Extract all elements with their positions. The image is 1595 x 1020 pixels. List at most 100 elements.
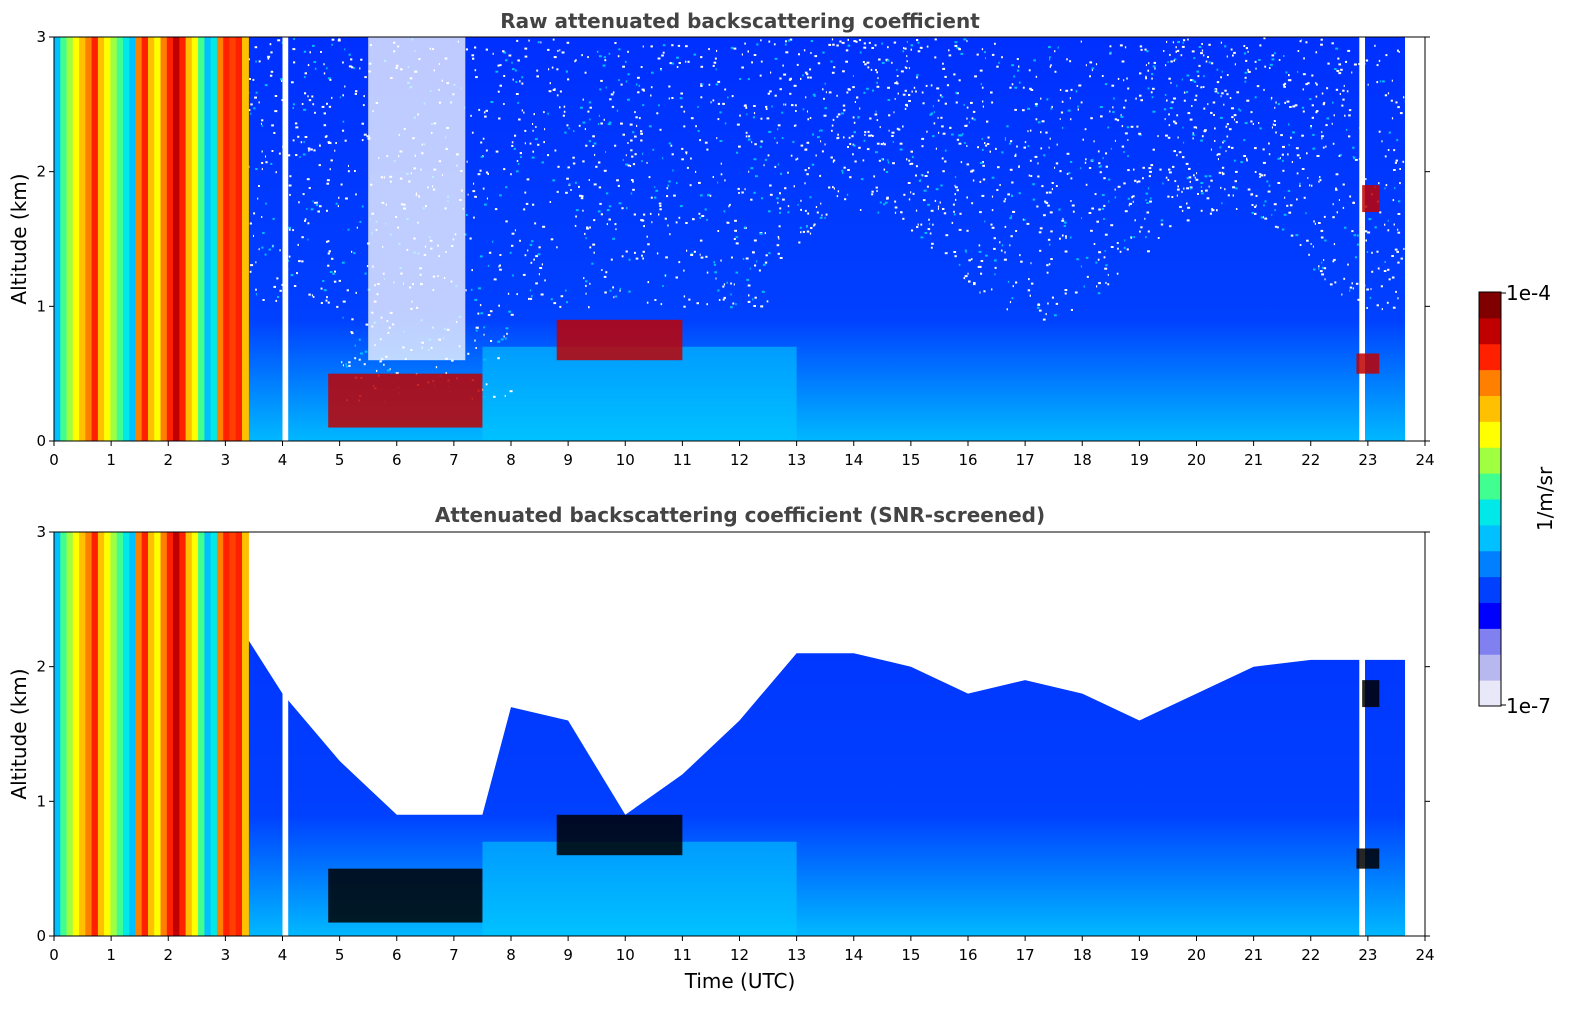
speckle — [1236, 91, 1240, 94]
speckle — [1167, 136, 1171, 139]
speckle — [1027, 145, 1030, 148]
speckle — [1011, 64, 1014, 67]
speckle — [1214, 89, 1217, 92]
speckle — [1342, 206, 1345, 209]
speckle — [851, 135, 854, 138]
speckle — [566, 301, 568, 304]
speckle — [934, 38, 937, 41]
speckle — [1295, 147, 1299, 150]
speckle — [595, 165, 598, 168]
speckle — [908, 67, 910, 70]
speckle — [830, 60, 833, 63]
speckle — [544, 128, 546, 131]
speckle — [1256, 85, 1260, 88]
speckle — [1290, 234, 1294, 237]
speckle — [1011, 297, 1014, 300]
speckle — [1264, 217, 1268, 220]
speckle — [1103, 177, 1106, 180]
speckle — [559, 49, 561, 52]
speckle — [498, 265, 500, 268]
speckle — [1263, 174, 1266, 177]
speckle — [848, 136, 851, 139]
speckle — [1229, 97, 1232, 99]
speckle — [253, 212, 256, 215]
speckle — [1116, 119, 1120, 122]
speckle — [531, 295, 533, 298]
speckle — [1176, 194, 1178, 197]
speckle — [946, 84, 950, 87]
speckle — [991, 209, 994, 212]
speckle — [847, 38, 849, 41]
speckle — [1015, 281, 1018, 284]
speckle — [739, 114, 741, 117]
speckle — [661, 54, 664, 57]
speckle — [1164, 118, 1166, 121]
speckle — [627, 73, 630, 76]
speckle — [953, 210, 955, 213]
speckle — [1315, 82, 1317, 84]
speckle — [1279, 157, 1281, 160]
speckle — [1268, 184, 1271, 187]
speckle — [335, 202, 338, 205]
speckle — [258, 101, 260, 104]
speckle — [379, 360, 382, 363]
speckle — [1028, 69, 1031, 72]
speckle — [499, 268, 502, 271]
speckle — [1374, 226, 1377, 229]
speckle — [1104, 250, 1106, 252]
speckle — [1232, 186, 1236, 189]
speckle — [539, 267, 543, 269]
speckle — [363, 363, 366, 366]
speckle — [1354, 256, 1357, 259]
speckle — [574, 60, 576, 63]
speckle — [1254, 60, 1257, 63]
speckle — [959, 212, 962, 215]
speckle — [1035, 118, 1038, 121]
speckle — [524, 254, 527, 257]
speckle — [994, 259, 997, 262]
x-tick-label: 21 — [1244, 451, 1263, 469]
precip-stripe — [122, 532, 130, 936]
speckle — [253, 107, 256, 110]
speckle — [1176, 49, 1180, 52]
speckle — [908, 198, 911, 201]
speckle — [1208, 43, 1211, 46]
speckle — [1288, 123, 1290, 126]
speckle — [532, 203, 535, 206]
speckle — [323, 112, 326, 115]
speckle — [323, 124, 327, 127]
speckle — [326, 296, 328, 299]
speckle — [1344, 114, 1346, 117]
speckle — [1220, 95, 1222, 98]
speckle — [467, 352, 470, 355]
speckle — [1095, 261, 1098, 264]
speckle — [250, 112, 252, 115]
speckle — [312, 295, 315, 298]
speckle — [306, 178, 310, 181]
speckle — [649, 212, 652, 215]
speckle — [937, 205, 940, 208]
precip-stripe — [160, 37, 168, 441]
speckle — [659, 128, 662, 131]
speckle — [804, 71, 808, 74]
speckle — [698, 181, 701, 184]
speckle — [612, 286, 614, 289]
speckle — [1022, 86, 1025, 89]
speckle — [1387, 219, 1389, 222]
speckle — [631, 179, 634, 181]
speckle — [737, 187, 740, 190]
speckle — [483, 326, 486, 329]
speckle — [976, 53, 979, 56]
speckle — [1288, 74, 1290, 77]
speckle — [719, 111, 722, 114]
speckle — [773, 43, 776, 46]
speckle — [1195, 94, 1198, 97]
speckle — [470, 114, 472, 117]
speckle — [612, 237, 615, 240]
speckle — [1066, 172, 1069, 175]
speckle — [1191, 105, 1193, 107]
speckle — [714, 57, 717, 60]
speckle — [1365, 239, 1367, 242]
